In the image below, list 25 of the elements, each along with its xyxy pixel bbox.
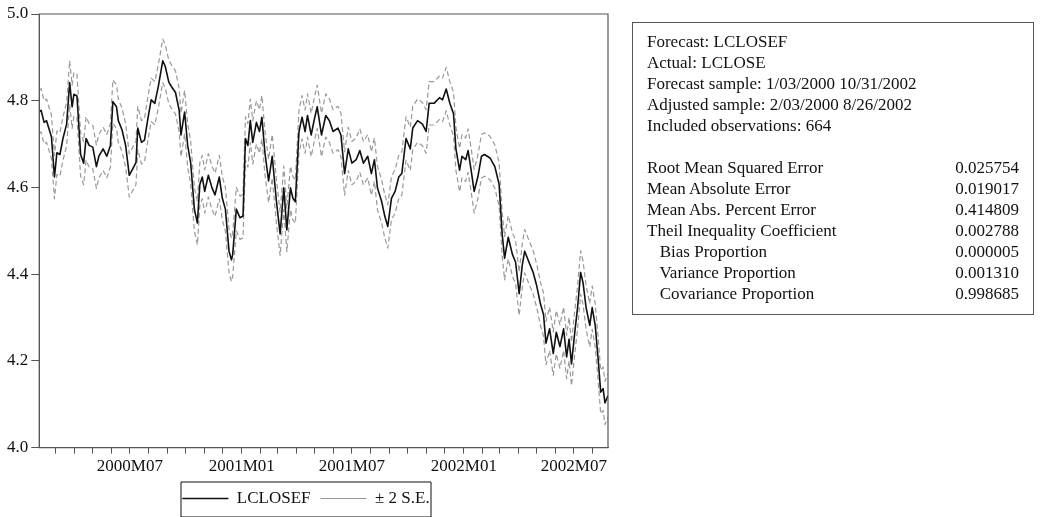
x-tick-label: 2000M07 <box>96 456 164 476</box>
x-tick-label: 2002M01 <box>430 456 497 476</box>
legend-label: ± 2 S.E. <box>375 487 430 507</box>
text: Forecast: LCLOSEF <box>647 31 788 52</box>
y-tick-label: 5.0 <box>7 3 29 23</box>
x-tick-label: 2001M07 <box>318 456 386 476</box>
text: Theil Inequality Coefficient 0.002788 <box>647 221 1019 240</box>
text: Actual: LCLOSE <box>647 52 766 73</box>
x-tick-label: 2002M07 <box>540 456 608 476</box>
y-tick-label: 4.6 <box>7 176 29 196</box>
text: Forecast sample: 1/03/2000 10/31/2002 <box>647 73 917 94</box>
text: Included observations: 664 <box>647 115 832 136</box>
y-tick-label: 4.0 <box>7 437 29 457</box>
x-tick-label: 2001M01 <box>208 456 275 476</box>
legend-label: LCLOSEF <box>236 487 311 507</box>
text: Mean Absolute Error 0.019017 <box>647 179 1019 198</box>
text: Bias Proportion 0.000005 <box>659 242 1019 261</box>
y-tick-label: 4.4 <box>7 263 29 283</box>
text: Adjusted sample: 2/03/2000 8/26/2002 <box>647 94 912 115</box>
text: Covariance Proportion 0.998685 <box>659 284 1019 303</box>
y-tick-label: 4.2 <box>7 350 29 370</box>
text: Mean Abs. Percent Error 0.414809 <box>647 200 1019 219</box>
y-tick-label: 4.8 <box>7 90 29 110</box>
text: Root Mean Squared Error 0.025754 <box>647 158 1019 177</box>
text: Variance Proportion 0.001310 <box>659 263 1019 282</box>
